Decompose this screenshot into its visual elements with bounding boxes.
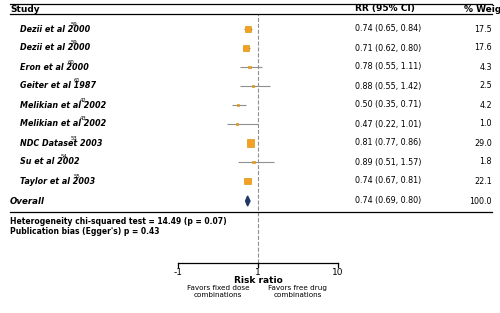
Text: Study: Study bbox=[10, 4, 40, 13]
Text: 0.74 (0.69, 0.80): 0.74 (0.69, 0.80) bbox=[355, 197, 421, 206]
Text: RR (95% CI): RR (95% CI) bbox=[355, 4, 415, 13]
Text: Taylor et al 2003: Taylor et al 2003 bbox=[20, 177, 95, 186]
Text: Dezii et al 2000: Dezii et al 2000 bbox=[20, 44, 90, 53]
Text: 59: 59 bbox=[70, 40, 77, 45]
Text: 53: 53 bbox=[70, 136, 77, 141]
Bar bbox=[244, 178, 251, 184]
Text: 29.0: 29.0 bbox=[474, 138, 492, 147]
Text: 100.0: 100.0 bbox=[470, 197, 492, 206]
Text: 55: 55 bbox=[74, 173, 80, 178]
Text: Su et al 2002: Su et al 2002 bbox=[20, 157, 80, 167]
Text: 0.74 (0.65, 0.84): 0.74 (0.65, 0.84) bbox=[355, 24, 421, 33]
Polygon shape bbox=[246, 196, 250, 206]
Text: 0.74 (0.67, 0.81): 0.74 (0.67, 0.81) bbox=[355, 177, 421, 186]
Text: 4.2: 4.2 bbox=[480, 100, 492, 110]
Text: Overall: Overall bbox=[10, 197, 45, 206]
Bar bbox=[236, 104, 240, 106]
Text: 1: 1 bbox=[255, 268, 261, 277]
Text: % Weight: % Weight bbox=[464, 4, 500, 13]
Bar bbox=[252, 161, 255, 163]
Text: 0.78 (0.55, 1.11): 0.78 (0.55, 1.11) bbox=[355, 63, 422, 71]
Text: Heterogeneity chi-squared test = 14.49 (p = 0.07): Heterogeneity chi-squared test = 14.49 (… bbox=[10, 217, 226, 225]
Text: Melikian et al 2002: Melikian et al 2002 bbox=[20, 100, 106, 110]
Text: 0.50 (0.35, 0.71): 0.50 (0.35, 0.71) bbox=[355, 100, 422, 110]
Text: 54: 54 bbox=[61, 155, 68, 160]
Text: 59: 59 bbox=[70, 22, 77, 27]
Bar bbox=[252, 85, 254, 87]
Text: Favors fixed dose
combinations: Favors fixed dose combinations bbox=[186, 285, 250, 298]
Text: NDC Dataset 2003: NDC Dataset 2003 bbox=[20, 138, 102, 147]
Text: 0.71 (0.62, 0.80): 0.71 (0.62, 0.80) bbox=[355, 44, 421, 53]
Text: Eron et al 2000: Eron et al 2000 bbox=[20, 63, 89, 71]
Text: 0.81 (0.77, 0.86): 0.81 (0.77, 0.86) bbox=[355, 138, 421, 147]
Text: 43: 43 bbox=[80, 116, 86, 121]
Text: 0.47 (0.22, 1.01): 0.47 (0.22, 1.01) bbox=[355, 120, 422, 129]
Text: 1.0: 1.0 bbox=[480, 120, 492, 129]
Text: 22.1: 22.1 bbox=[474, 177, 492, 186]
Text: Risk ratio: Risk ratio bbox=[234, 276, 282, 285]
Text: 2.5: 2.5 bbox=[479, 81, 492, 90]
Bar bbox=[236, 123, 238, 125]
Text: 4.3: 4.3 bbox=[480, 63, 492, 71]
Text: 61: 61 bbox=[74, 79, 80, 84]
Text: Geiter et al 1987: Geiter et al 1987 bbox=[20, 81, 96, 90]
Text: Melikian et al 2002: Melikian et al 2002 bbox=[20, 120, 106, 129]
Text: Publication bias (Egger's) p = 0.43: Publication bias (Egger's) p = 0.43 bbox=[10, 227, 160, 235]
Text: Favors free drug
combinations: Favors free drug combinations bbox=[268, 285, 328, 298]
Text: 0.89 (0.51, 1.57): 0.89 (0.51, 1.57) bbox=[355, 157, 422, 167]
Text: 60: 60 bbox=[67, 59, 74, 64]
Bar bbox=[246, 139, 254, 147]
Text: 0.88 (0.55, 1.42): 0.88 (0.55, 1.42) bbox=[355, 81, 422, 90]
Bar bbox=[244, 26, 250, 32]
Text: 1.8: 1.8 bbox=[480, 157, 492, 167]
Text: 10: 10 bbox=[332, 268, 344, 277]
Text: 17.6: 17.6 bbox=[474, 44, 492, 53]
Text: 17.5: 17.5 bbox=[474, 24, 492, 33]
Text: Dezii et al 2000: Dezii et al 2000 bbox=[20, 24, 90, 33]
Bar bbox=[248, 65, 250, 69]
Bar bbox=[244, 45, 250, 51]
Text: -1: -1 bbox=[174, 268, 182, 277]
Text: 42: 42 bbox=[80, 98, 86, 102]
